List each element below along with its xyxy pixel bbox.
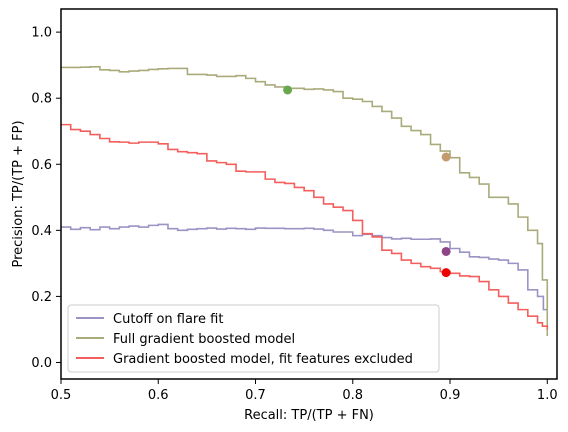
legend: Cutoff on flare fit Full gradient booste… — [67, 304, 440, 373]
y-tick-label: 0.0 — [31, 356, 52, 371]
y-tick-label: 0.6 — [31, 158, 52, 173]
series-line-cutoff — [61, 223, 548, 311]
x-tick-label: 0.6 — [148, 388, 169, 403]
plot-markers — [283, 85, 451, 278]
y-axis-ticks: 0.0 0.2 0.4 0.6 0.8 1.0 — [31, 26, 61, 371]
x-axis-ticks: 0.5 0.6 0.7 0.8 0.9 1.0 — [51, 379, 558, 403]
x-axis-label: Recall: TP/(TP + FN) — [244, 408, 374, 423]
operating-point-marker — [441, 152, 451, 162]
y-axis-label: Precision: TP/(TP + FP) — [11, 120, 26, 267]
series-line-excluded-model — [61, 123, 549, 330]
operating-point-marker — [283, 85, 293, 95]
legend-label-full-model: Full gradient boosted model — [113, 332, 295, 347]
x-tick-label: 0.5 — [51, 388, 72, 403]
x-tick-label: 0.9 — [440, 388, 461, 403]
legend-label-cutoff: Cutoff on flare fit — [113, 312, 223, 327]
legend-box — [67, 304, 440, 373]
operating-point-marker — [441, 268, 451, 278]
series-line-full-model — [61, 66, 549, 337]
y-tick-label: 0.2 — [31, 290, 52, 305]
x-tick-label: 0.8 — [342, 388, 363, 403]
y-tick-label: 0.8 — [31, 92, 52, 107]
x-tick-label: 1.0 — [537, 388, 558, 403]
plot-lines — [61, 66, 549, 337]
operating-point-marker — [441, 246, 451, 256]
legend-label-excluded-model: Gradient boosted model, fit features exc… — [113, 352, 413, 367]
y-tick-label: 0.4 — [31, 224, 52, 239]
x-tick-label: 0.7 — [245, 388, 266, 403]
plot-frame — [60, 8, 558, 380]
y-tick-label: 1.0 — [31, 26, 52, 41]
